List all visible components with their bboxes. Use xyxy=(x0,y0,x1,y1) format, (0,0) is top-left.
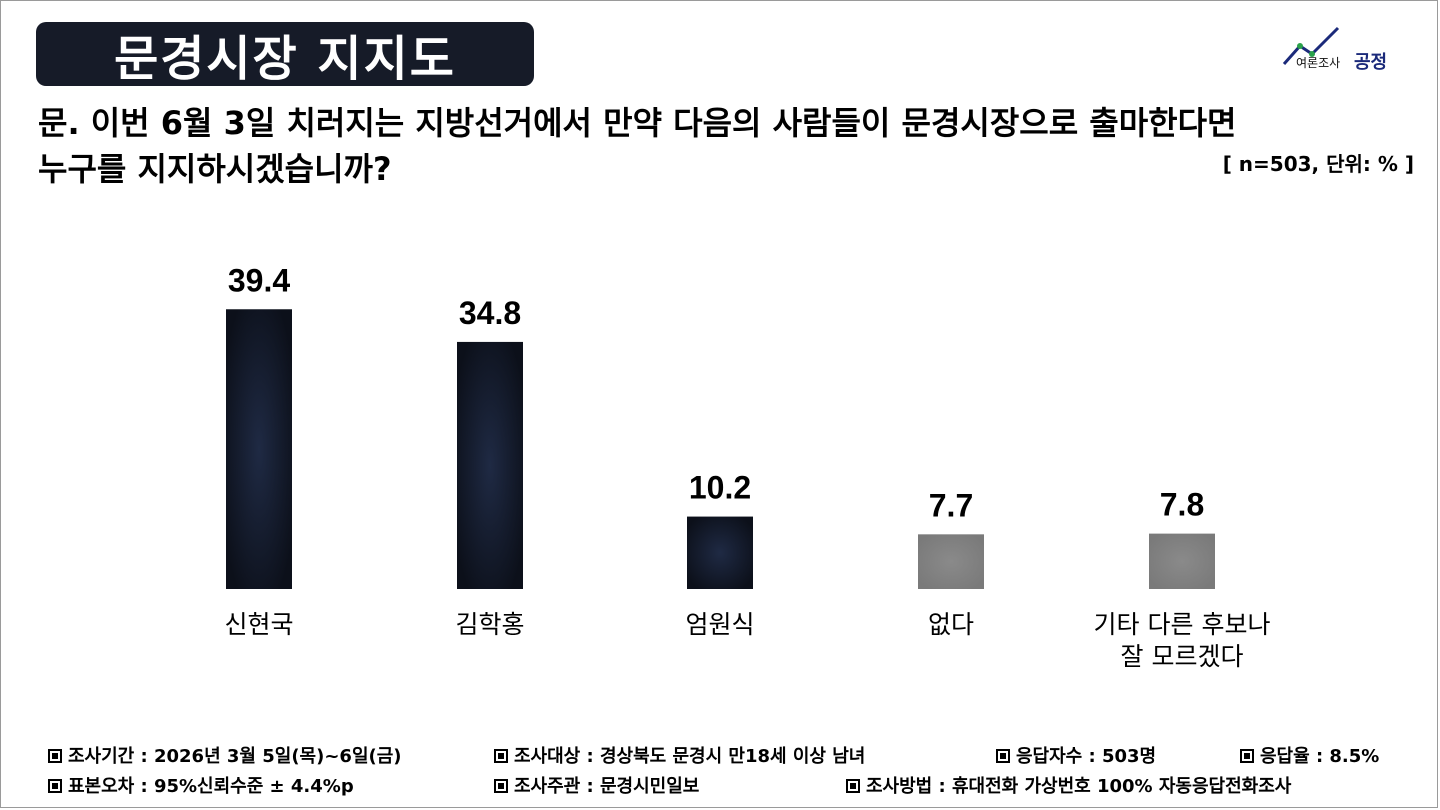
logo-name: 공정 xyxy=(1354,52,1388,73)
square-bullet-icon xyxy=(48,749,62,763)
footer-respondents: 응답자수 : 503명 xyxy=(996,742,1156,772)
category-label: 없다 xyxy=(928,610,974,639)
footer-response-rate: 응답율 : 8.5% xyxy=(1240,742,1379,772)
question-line-2: 누구를 지지하시겠습니까? xyxy=(38,150,392,188)
logo-check-icon xyxy=(1282,26,1340,65)
footer-row-1: 조사기간 : 2026년 3월 5일(목)~6일(금) 조사대상 : 경상북도 … xyxy=(48,742,1428,772)
bar-3 xyxy=(687,516,753,589)
category-label: 잘 모르겠다 xyxy=(1121,642,1244,671)
footer-period: 조사기간 : 2026년 3월 5일(목)~6일(금) xyxy=(48,742,402,772)
footer-method: 조사방법 : 휴대전화 가상번호 100% 자동응답전화조사 xyxy=(846,772,1291,802)
footer-sponsor: 조사주관 : 문경시민일보 xyxy=(494,772,699,802)
category-label: 엄원식 xyxy=(685,610,754,639)
bar-1 xyxy=(226,309,292,589)
bar-value-label: 39.4 xyxy=(228,262,290,298)
square-bullet-icon xyxy=(494,779,508,793)
bar-2 xyxy=(457,341,523,589)
bar-value-label: 7.7 xyxy=(929,487,973,523)
survey-footer: 조사기간 : 2026년 3월 5일(목)~6일(금) 조사대상 : 경상북도 … xyxy=(48,742,1428,802)
square-bullet-icon xyxy=(1240,749,1254,763)
footer-target: 조사대상 : 경상북도 문경시 만18세 이상 남녀 xyxy=(494,742,865,772)
bar-4 xyxy=(918,534,984,589)
category-label: 신현국 xyxy=(224,610,293,639)
category-label: 기타 다른 후보나 xyxy=(1094,610,1271,639)
square-bullet-icon xyxy=(846,779,860,793)
square-bullet-icon xyxy=(996,749,1010,763)
page-title: 문경시장 지지도 xyxy=(36,22,534,87)
logo-tagline: 여론조사 xyxy=(1296,56,1341,70)
question-line-1: 문. 이번 6월 3일 치러지는 지방선거에서 만약 다음의 사람들이 문경시장… xyxy=(38,104,1237,142)
bar-value-label: 34.8 xyxy=(459,295,521,331)
bar-5 xyxy=(1149,533,1215,589)
bar-value-label: 10.2 xyxy=(689,470,751,506)
sample-unit-label: [ n=503, 단위: % ] xyxy=(1222,152,1414,176)
bar-value-label: 7.8 xyxy=(1160,487,1204,523)
square-bullet-icon xyxy=(494,749,508,763)
footer-row-2: 표본오차 : 95%신뢰수준 ± 4.4%p 조사주관 : 문경시민일보 조사방… xyxy=(48,772,1428,802)
survey-question: 문. 이번 6월 3일 치러지는 지방선거에서 만약 다음의 사람들이 문경시장… xyxy=(38,100,1418,192)
footer-margin-error: 표본오차 : 95%신뢰수준 ± 4.4%p xyxy=(48,772,354,802)
category-label: 김학홍 xyxy=(455,610,524,639)
pollster-logo: 여론조사 공정 xyxy=(1278,24,1400,74)
square-bullet-icon xyxy=(48,779,62,793)
